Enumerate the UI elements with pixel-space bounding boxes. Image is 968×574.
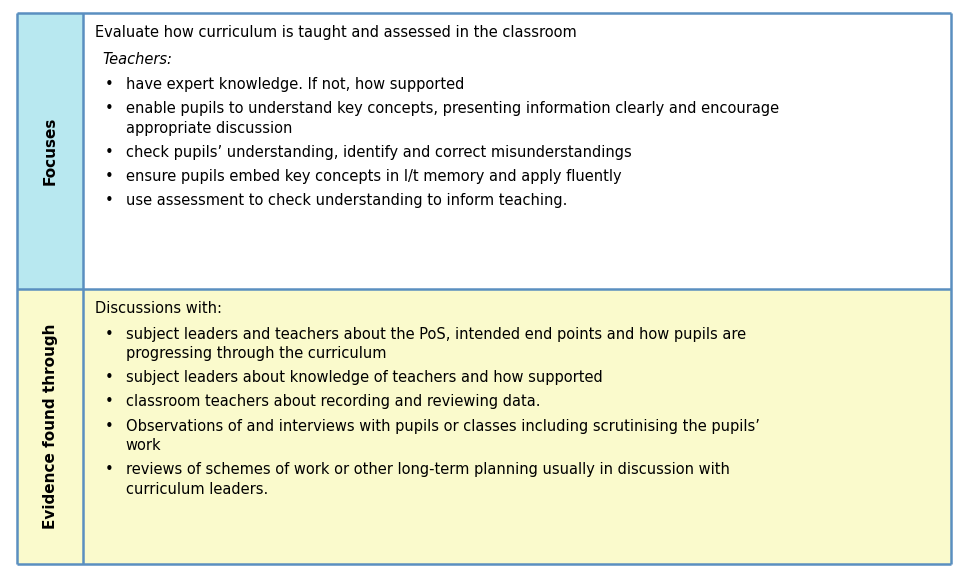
Text: curriculum leaders.: curriculum leaders. [126, 482, 268, 497]
Bar [83, 289, 951, 564]
Text: Evidence found through: Evidence found through [43, 323, 58, 529]
Text: progressing through the curriculum: progressing through the curriculum [126, 346, 386, 361]
Text: Evaluate how curriculum is taught and assessed in the classroom: Evaluate how curriculum is taught and as… [95, 25, 577, 40]
Text: Observations of and interviews with pupils or classes including scrutinising the: Observations of and interviews with pupi… [126, 418, 760, 433]
Text: work: work [126, 438, 162, 453]
Text: ensure pupils embed key concepts in l/t memory and apply fluently: ensure pupils embed key concepts in l/t … [126, 169, 621, 184]
Text: have expert knowledge. If not, how supported: have expert knowledge. If not, how suppo… [126, 77, 465, 92]
Text: •: • [105, 327, 113, 342]
Text: use assessment to check understanding to inform teaching.: use assessment to check understanding to… [126, 193, 567, 208]
Bar [83, 13, 951, 289]
Text: Focuses: Focuses [43, 117, 58, 185]
Text: •: • [105, 77, 113, 92]
Text: •: • [105, 193, 113, 208]
Text: subject leaders and teachers about the PoS, intended end points and how pupils a: subject leaders and teachers about the P… [126, 327, 746, 342]
Text: •: • [105, 394, 113, 409]
Text: Teachers:: Teachers: [103, 52, 172, 67]
Text: appropriate discussion: appropriate discussion [126, 121, 292, 135]
Text: •: • [105, 145, 113, 160]
Text: Discussions with:: Discussions with: [95, 301, 222, 316]
Text: •: • [105, 418, 113, 433]
Bar [17, 13, 83, 289]
Text: enable pupils to understand key concepts, presenting information clearly and enc: enable pupils to understand key concepts… [126, 101, 779, 116]
Text: classroom teachers about recording and reviewing data.: classroom teachers about recording and r… [126, 394, 540, 409]
Text: •: • [105, 169, 113, 184]
Bar [17, 289, 83, 564]
Text: reviews of schemes of work or other long-term planning usually in discussion wit: reviews of schemes of work or other long… [126, 462, 730, 477]
Text: •: • [105, 462, 113, 477]
Text: check pupils’ understanding, identify and correct misunderstandings: check pupils’ understanding, identify an… [126, 145, 631, 160]
Text: •: • [105, 101, 113, 116]
Text: subject leaders about knowledge of teachers and how supported: subject leaders about knowledge of teach… [126, 370, 603, 385]
Text: •: • [105, 370, 113, 385]
